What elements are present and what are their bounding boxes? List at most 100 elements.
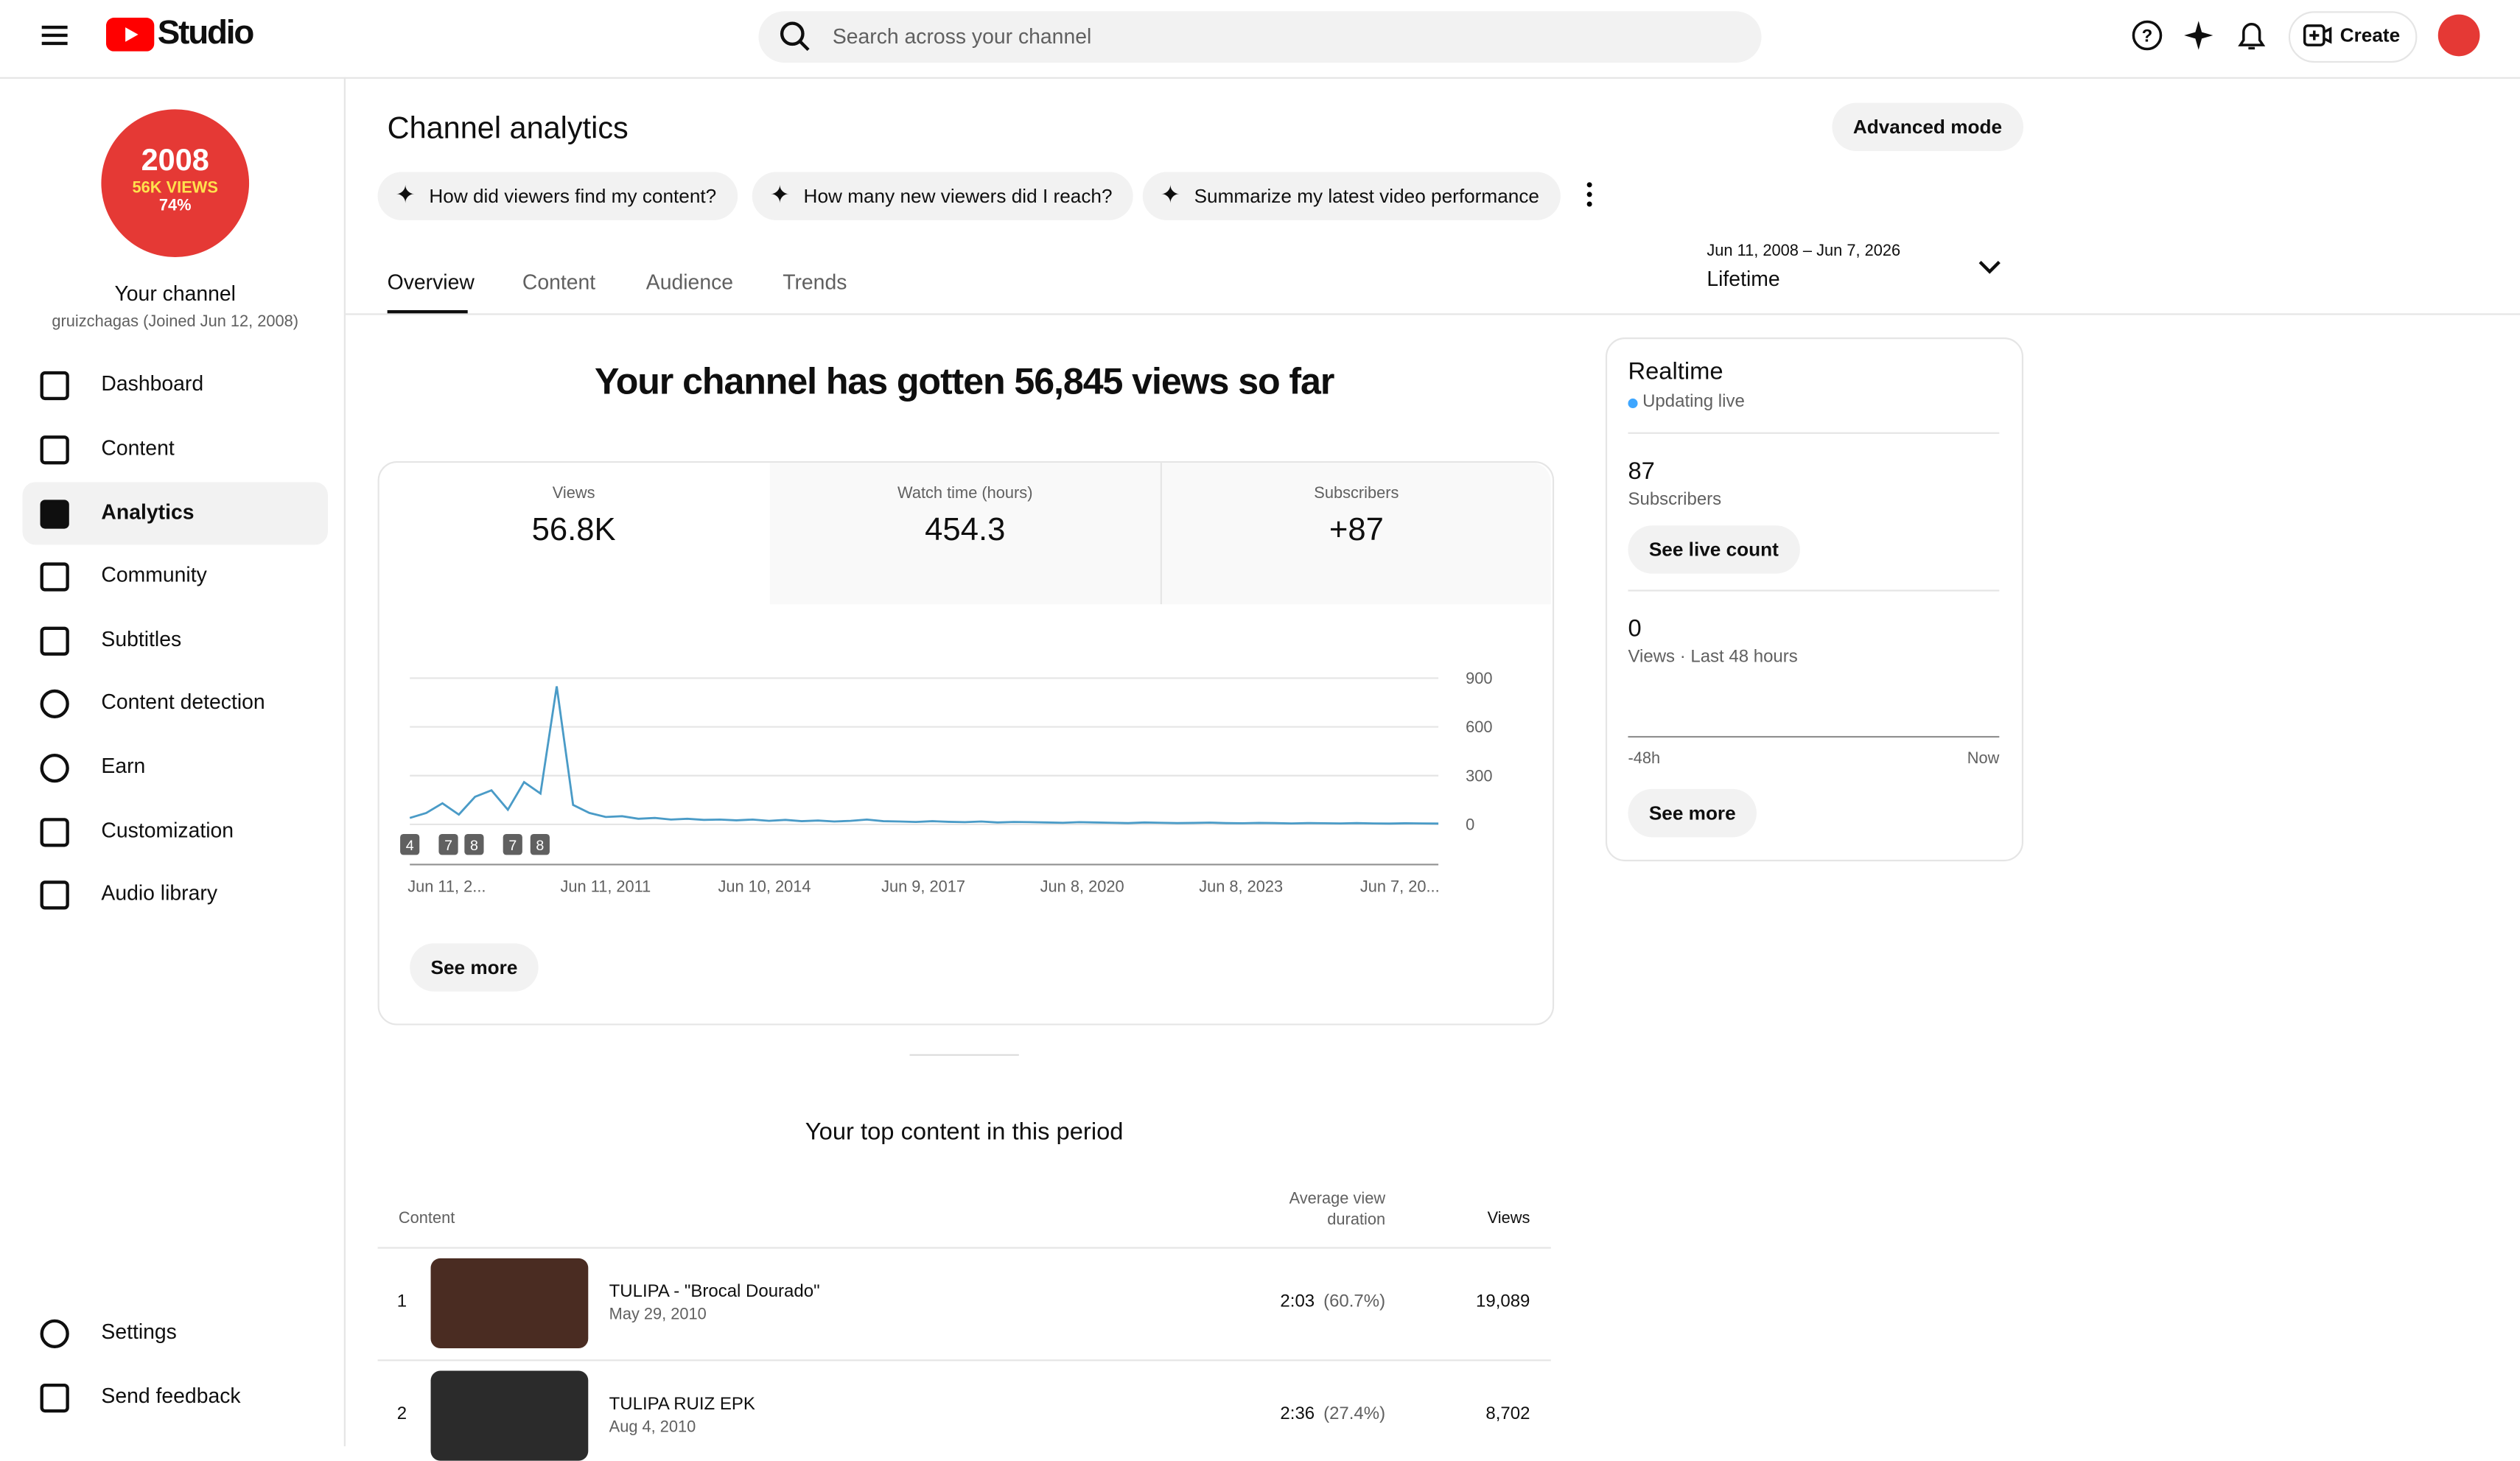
nav-item[interactable]: Send feedback — [101, 1383, 241, 1408]
logo-text[interactable]: Studio — [157, 14, 255, 52]
metric-label: Views — [552, 485, 595, 503]
tab-indicator — [387, 309, 468, 314]
advanced-mode-button[interactable]: Advanced mode — [1832, 102, 2023, 152]
tab[interactable]: Audience — [645, 270, 734, 295]
event-label: 7 — [444, 838, 452, 854]
avatar-year: 2008 — [141, 144, 209, 179]
suggestion-chip[interactable]: Summarize my latest video performance — [1142, 172, 1561, 220]
sparkle-icon: ✦ — [769, 181, 791, 209]
event-marker — [400, 834, 420, 855]
nav-item[interactable]: Audio library — [101, 880, 218, 905]
nav-item[interactable]: Community — [101, 562, 207, 587]
video-date: Aug 4, 2010 — [609, 1418, 696, 1437]
nav-item[interactable]: Settings — [101, 1319, 177, 1344]
search-placeholder[interactable]: Search across your channel — [832, 24, 1092, 49]
nav-item[interactable]: Customization — [101, 818, 234, 842]
channel-name[interactable]: Your channel — [114, 281, 236, 306]
logo-icon[interactable] — [105, 17, 155, 52]
nav-icon[interactable] — [40, 562, 69, 592]
more-icon[interactable] — [1583, 180, 1595, 209]
event-label: 7 — [508, 838, 517, 854]
nav-icon[interactable] — [40, 689, 69, 718]
nav-item[interactable]: Content — [101, 435, 175, 460]
column-header: Views — [1487, 1210, 1530, 1228]
views-chart: 0 300 600 900 Jun 11, 2... Jun 11, 2011 Jun 10… — [400, 669, 1493, 896]
x-tick-label: Jun 8, 2023 — [1199, 877, 1283, 896]
nav-item[interactable]: Analytics — [101, 500, 195, 525]
top-bar — [0, 0, 2520, 79]
nav-icon[interactable] — [40, 1383, 69, 1413]
realtime-subscribers-label: Subscribers — [1628, 490, 1722, 510]
nav-item[interactable]: Content detection — [101, 689, 265, 714]
event-label: 8 — [536, 838, 544, 854]
avatar-percent: 74% — [158, 197, 192, 216]
account-avatar[interactable] — [2437, 14, 2480, 57]
views: 19,089 — [1476, 1292, 1530, 1311]
sidebar-divider — [343, 77, 346, 1447]
search-box[interactable] — [758, 11, 1762, 63]
metric-value: +87 — [1329, 512, 1384, 548]
video-title[interactable]: TULIPA - "Brocal Dourado" — [609, 1282, 820, 1302]
row-divider — [377, 1359, 1551, 1362]
realtime-subscribers: 87 — [1628, 458, 1655, 486]
realtime-axis-end: Now — [1967, 750, 2000, 768]
column-header: Average view duration — [1289, 1191, 1386, 1230]
header-icons[interactable]: ? — [2131, 19, 2275, 55]
nav-icon[interactable] — [40, 435, 69, 465]
create-label[interactable]: Create — [2339, 24, 2401, 47]
realtime-title: Realtime — [1628, 358, 1723, 386]
suggestion-chip[interactable]: How many new viewers did I reach? — [752, 172, 1133, 220]
search-icon — [780, 21, 810, 52]
duration-percent: (27.4%) — [1323, 1404, 1386, 1424]
y-tick-label: 300 — [1466, 766, 1492, 785]
metric-divider — [1160, 463, 1162, 605]
nav-icon[interactable] — [40, 626, 69, 656]
thumbnail[interactable] — [430, 1370, 589, 1461]
column-header: Content — [398, 1210, 455, 1228]
views: 8,702 — [1485, 1404, 1530, 1424]
nav-item[interactable]: Earn — [101, 753, 146, 778]
divider — [1628, 432, 2000, 434]
sparkle-icon: ✦ — [1160, 181, 1181, 209]
suggestion-chip[interactable]: How did viewers find my content? — [377, 172, 738, 220]
date-dropdown-icon[interactable] — [1978, 259, 2001, 275]
nav-icon[interactable] — [40, 818, 69, 847]
event-label: 8 — [470, 838, 478, 854]
rank: 1 — [396, 1292, 407, 1311]
realtime-views-label: Views · Last 48 hours — [1628, 647, 1798, 668]
sparkle-icon: ✦ — [395, 181, 416, 209]
see-more-button[interactable]: See more — [410, 943, 539, 992]
menu-icon[interactable] — [41, 23, 69, 49]
row-divider — [377, 1247, 1551, 1249]
event-marker — [530, 834, 550, 855]
tab[interactable]: Overview — [387, 270, 475, 295]
x-tick-label: Jun 8, 2020 — [1040, 877, 1124, 896]
date-range[interactable]: Jun 11, 2008 – Jun 7, 2026 — [1707, 242, 1901, 261]
realtime-see-more[interactable]: See more — [1628, 788, 1757, 838]
avatar-views: 56K VIEWS — [132, 180, 218, 198]
date-preset[interactable]: Lifetime — [1707, 267, 1780, 291]
metric-label: Subscribers — [1314, 485, 1399, 503]
nav-icon[interactable] — [40, 500, 69, 529]
nav-item[interactable]: Dashboard — [101, 371, 204, 396]
duration: 2:36 — [1280, 1404, 1315, 1424]
svg-text:?: ? — [2142, 27, 2153, 46]
tab[interactable]: Trends — [783, 270, 847, 295]
tabs-divider — [345, 313, 2520, 315]
nav-icon[interactable] — [40, 880, 69, 910]
video-title[interactable]: TULIPA RUIZ EPK — [609, 1395, 755, 1415]
nav-icon[interactable] — [40, 371, 69, 401]
tab[interactable]: Content — [522, 270, 596, 295]
create-button[interactable] — [2288, 11, 2418, 63]
see-live-button[interactable]: See live count — [1628, 525, 1800, 574]
nav-icon[interactable] — [40, 1319, 69, 1348]
channel-avatar[interactable]: 2008 56K VIEWS 74% — [101, 109, 250, 257]
thumbnail[interactable] — [430, 1258, 589, 1348]
rank: 2 — [396, 1404, 407, 1424]
metric-label: Watch time (hours) — [897, 485, 1033, 503]
event-label: 4 — [406, 838, 414, 854]
nav-icon[interactable] — [40, 753, 69, 783]
nav-item[interactable]: Subtitles — [101, 626, 182, 651]
y-tick-label: 0 — [1466, 816, 1474, 834]
